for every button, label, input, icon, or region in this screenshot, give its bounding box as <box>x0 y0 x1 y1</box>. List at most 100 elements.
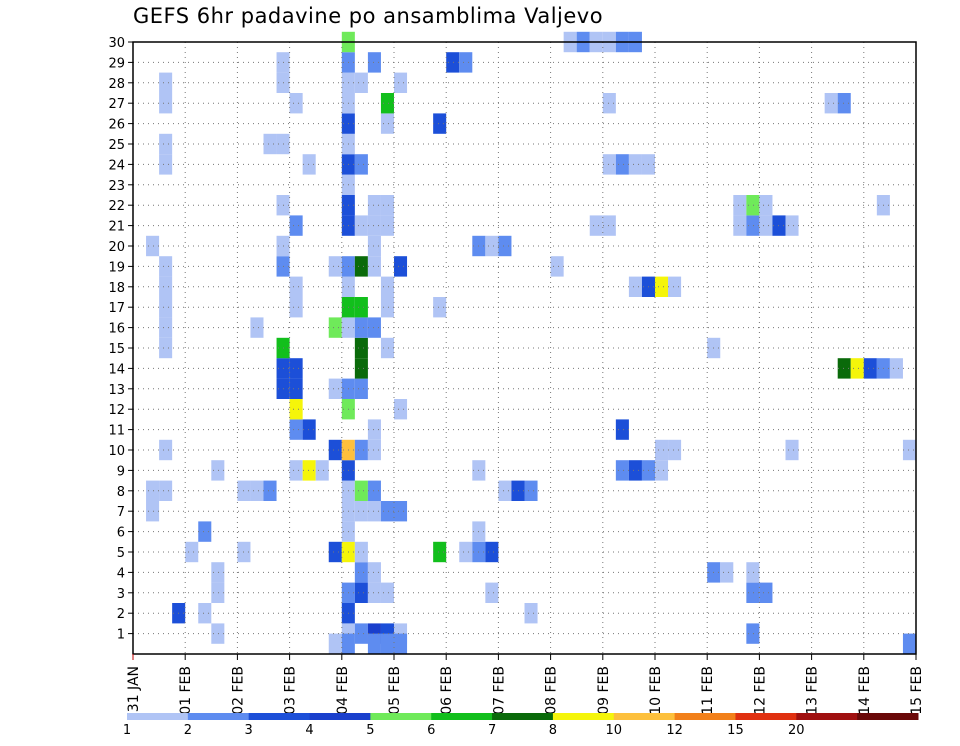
heatmap-cell <box>328 317 342 338</box>
colorbar-label: 7 <box>488 723 496 738</box>
heatmap-cell <box>159 93 173 114</box>
x-tick-label: 09 FEB <box>596 666 612 715</box>
colorbar-label: 2 <box>184 723 192 738</box>
colorbar-swatch <box>735 713 797 720</box>
y-tick-label: 4 <box>117 566 125 581</box>
heatmap-cell <box>394 633 408 654</box>
heatmap-cell <box>328 439 342 461</box>
heatmap-cell <box>367 235 381 257</box>
heatmap-cell <box>367 52 381 73</box>
y-tick-label: 16 <box>108 322 125 337</box>
heatmap-cell <box>289 419 303 440</box>
y-tick-label: 5 <box>117 546 125 561</box>
heatmap-cell <box>250 317 264 338</box>
colorbar-label: 15 <box>727 723 744 738</box>
x-axis: 31 JAN 01 FEB 02 FEB 03 FEB 04 FEB 05 FEB 06 F… <box>126 654 925 715</box>
colorbar-swatch <box>187 713 250 720</box>
heatmap-cell <box>394 501 408 522</box>
heatmap-cell <box>485 582 499 603</box>
heatmap-cell <box>863 358 877 379</box>
x-tick-label: 04 FEB <box>335 666 351 715</box>
colorbar-swatch <box>613 713 676 720</box>
heatmap-cell <box>485 541 499 563</box>
heatmap-cell <box>394 399 408 420</box>
y-tick-label: 23 <box>108 179 125 194</box>
heatmap-cell <box>759 195 773 216</box>
x-tick-label: 08 FEB <box>544 666 560 715</box>
heatmap-cell <box>354 154 368 175</box>
heatmap-cell <box>211 562 225 583</box>
heatmap-cell <box>550 256 564 277</box>
y-tick-label: 20 <box>108 240 125 255</box>
colorbar-label: 10 <box>605 723 622 738</box>
heatmap-cell <box>380 582 394 603</box>
colorbar-swatch <box>370 713 432 720</box>
heatmap-cell <box>367 562 381 583</box>
heatmap-cell <box>211 460 225 481</box>
y-tick-label: 14 <box>108 362 125 377</box>
heatmap-cell <box>380 93 394 114</box>
heatmap-cell <box>380 633 394 654</box>
colorbar-label: 20 <box>788 723 805 738</box>
heatmap-cell <box>250 480 264 501</box>
heatmap-cell <box>446 52 460 73</box>
y-tick-label: 24 <box>108 158 125 173</box>
heatmap-cell <box>367 419 381 440</box>
heatmap-cell <box>263 480 277 501</box>
heatmap-cell <box>354 439 368 461</box>
colorbar-label: 12 <box>666 723 683 738</box>
y-tick-label: 27 <box>108 97 125 112</box>
heatmap-cell <box>159 276 173 297</box>
colorbar-swatch <box>674 713 736 720</box>
heatmap-cell <box>380 215 394 236</box>
heatmap-cell <box>824 93 838 114</box>
heatmap-cell <box>615 154 629 175</box>
heatmap-cell <box>289 378 303 399</box>
heatmap-cell <box>289 358 303 379</box>
heatmap-cell <box>902 633 916 654</box>
heatmap-cell <box>602 215 616 236</box>
y-tick-label: 15 <box>108 342 125 357</box>
heatmap-cell <box>159 317 173 338</box>
heatmap-cell <box>380 501 394 522</box>
heatmap-cell <box>328 256 342 277</box>
heatmap-cell <box>902 439 916 461</box>
heatmap-cell <box>354 215 368 236</box>
x-tick-label: 05 FEB <box>387 666 403 715</box>
heatmap-cell <box>785 439 799 461</box>
y-axis: 1234567891011121314151617181920212223242… <box>108 36 133 643</box>
colorbar-label: 3 <box>245 723 253 738</box>
heatmap-cell <box>602 93 616 114</box>
x-tick-label: 07 FEB <box>491 666 507 715</box>
heatmap-cell <box>367 439 381 461</box>
colorbar-label: 4 <box>305 723 313 738</box>
heatmap-cell <box>655 276 669 297</box>
heatmap-cell <box>367 195 381 216</box>
heatmap-cell <box>498 235 512 257</box>
heatmap-cell <box>394 72 408 93</box>
heatmap-cell <box>524 480 538 501</box>
heatmap-cell <box>511 480 525 501</box>
heatmap-cell <box>354 501 368 522</box>
colorbar-swatch <box>492 713 554 720</box>
heatmap-cell <box>668 439 682 461</box>
heatmap-cell <box>628 460 642 481</box>
y-tick-label: 10 <box>108 444 125 459</box>
heatmap-cell <box>837 93 851 114</box>
y-tick-label: 11 <box>108 424 125 439</box>
heatmap-cell <box>380 113 394 134</box>
colorbar-swatch <box>552 713 615 720</box>
heatmap-cell <box>289 215 303 236</box>
y-tick-label: 13 <box>108 383 125 398</box>
colorbar-label: 8 <box>549 723 557 738</box>
heatmap-cell <box>589 215 603 236</box>
colorbar-label: 6 <box>427 723 435 738</box>
heatmap-cell <box>263 133 277 155</box>
heatmap-cell <box>302 419 316 440</box>
heatmap-cell <box>367 582 381 603</box>
heatmap-cell <box>498 480 512 501</box>
heatmap-cell <box>146 480 160 501</box>
heatmap-cell <box>367 480 381 501</box>
